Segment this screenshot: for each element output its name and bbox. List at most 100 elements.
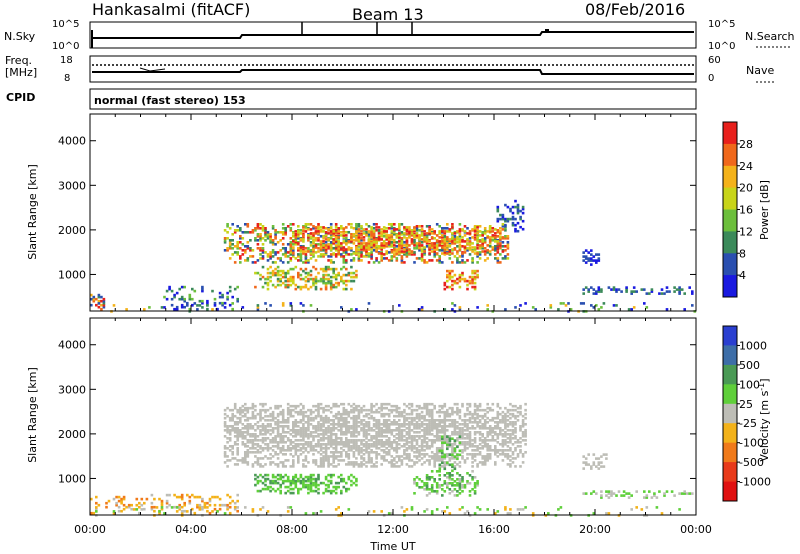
data-cell [488, 242, 492, 245]
data-cell [233, 463, 237, 466]
data-cell [322, 461, 325, 464]
data-cell [403, 453, 406, 456]
data-cell [451, 287, 454, 291]
data-cell [428, 252, 431, 255]
data-cell [648, 292, 651, 295]
data-cell [486, 236, 489, 239]
data-cell [264, 235, 267, 238]
data-cell [233, 261, 237, 264]
data-cell [468, 232, 472, 235]
data-cell [281, 302, 285, 305]
data-cell [514, 429, 517, 432]
data-cell [347, 445, 351, 448]
data-cell [375, 410, 378, 414]
y-tick-label: 2000 [58, 224, 86, 237]
data-cell [239, 261, 242, 264]
data-cell [246, 455, 250, 458]
data-cell [312, 234, 315, 237]
data-cell [175, 291, 179, 295]
data-cell [281, 261, 285, 264]
data-cell [251, 425, 255, 428]
data-cell [375, 242, 378, 245]
data-cell [418, 451, 421, 454]
data-cell [473, 234, 477, 237]
data-cell [478, 240, 482, 243]
data-cell [413, 423, 416, 426]
data-cell [352, 433, 356, 436]
data-cell [198, 505, 202, 509]
data-cell [516, 229, 520, 233]
data-cell [342, 236, 346, 239]
data-cell [408, 226, 411, 229]
data-cell [350, 253, 353, 256]
data-cell [281, 427, 285, 430]
data-cell [372, 441, 376, 444]
data-cell [251, 414, 255, 418]
data-cell [486, 402, 489, 406]
data-cell [294, 483, 298, 487]
data-cell [473, 490, 477, 493]
data-cell [496, 425, 500, 428]
data-cell [251, 465, 255, 468]
data-cell [281, 237, 285, 240]
data-cell [521, 227, 525, 231]
data-cell [481, 455, 484, 458]
data-cell [357, 414, 361, 418]
data-cell [337, 425, 340, 428]
data-cell [266, 437, 270, 440]
data-cell [188, 297, 192, 301]
data-cell [468, 253, 472, 256]
data-cell [360, 463, 363, 466]
data-cell [357, 248, 361, 251]
data-cell [223, 421, 227, 424]
data-cell [309, 223, 313, 226]
data-cell [299, 427, 303, 430]
freq-left-bottom-tick: 8 [64, 73, 70, 84]
data-cell [405, 242, 409, 245]
data-cell [281, 449, 285, 452]
data-cell [201, 287, 204, 291]
data-cell [425, 427, 429, 430]
data-cell [281, 419, 285, 422]
data-cell [347, 246, 351, 249]
data-cell [456, 406, 459, 410]
data-cell [236, 435, 239, 438]
data-cell [299, 433, 303, 436]
data-cell [251, 402, 255, 406]
data-cell [675, 288, 679, 291]
data-cell [390, 429, 394, 432]
data-cell [365, 250, 368, 253]
data-cell [425, 482, 429, 485]
data-cell [138, 501, 141, 505]
data-cell [259, 433, 262, 436]
data-cell [476, 484, 479, 487]
data-cell [494, 439, 497, 442]
data-cell [466, 425, 469, 428]
y-tick-label: 4000 [58, 339, 86, 352]
data-cell [332, 459, 335, 462]
data-cell [322, 244, 325, 247]
power-colorbar-label: Power [dB] [758, 180, 771, 240]
data-cell [461, 423, 464, 426]
data-cell [370, 439, 373, 442]
colorbar-tick-label: -1000 [739, 476, 771, 489]
data-cell [499, 429, 502, 432]
data-cell [380, 423, 383, 426]
data-cell [362, 433, 366, 436]
data-cell [441, 234, 444, 237]
data-cell [362, 445, 366, 448]
data-cell [329, 287, 333, 291]
data-cell [473, 416, 477, 420]
data-cell [228, 227, 232, 230]
data-cell [317, 404, 320, 408]
data-cell [481, 238, 484, 241]
data-cell [317, 465, 320, 468]
data-cell [488, 419, 492, 422]
data-cell [478, 419, 482, 422]
data-cell [322, 439, 325, 442]
data-cell [377, 441, 381, 444]
data-cell [153, 497, 156, 501]
data-cell [471, 439, 474, 442]
data-cell [453, 425, 457, 428]
data-cell [284, 491, 287, 495]
